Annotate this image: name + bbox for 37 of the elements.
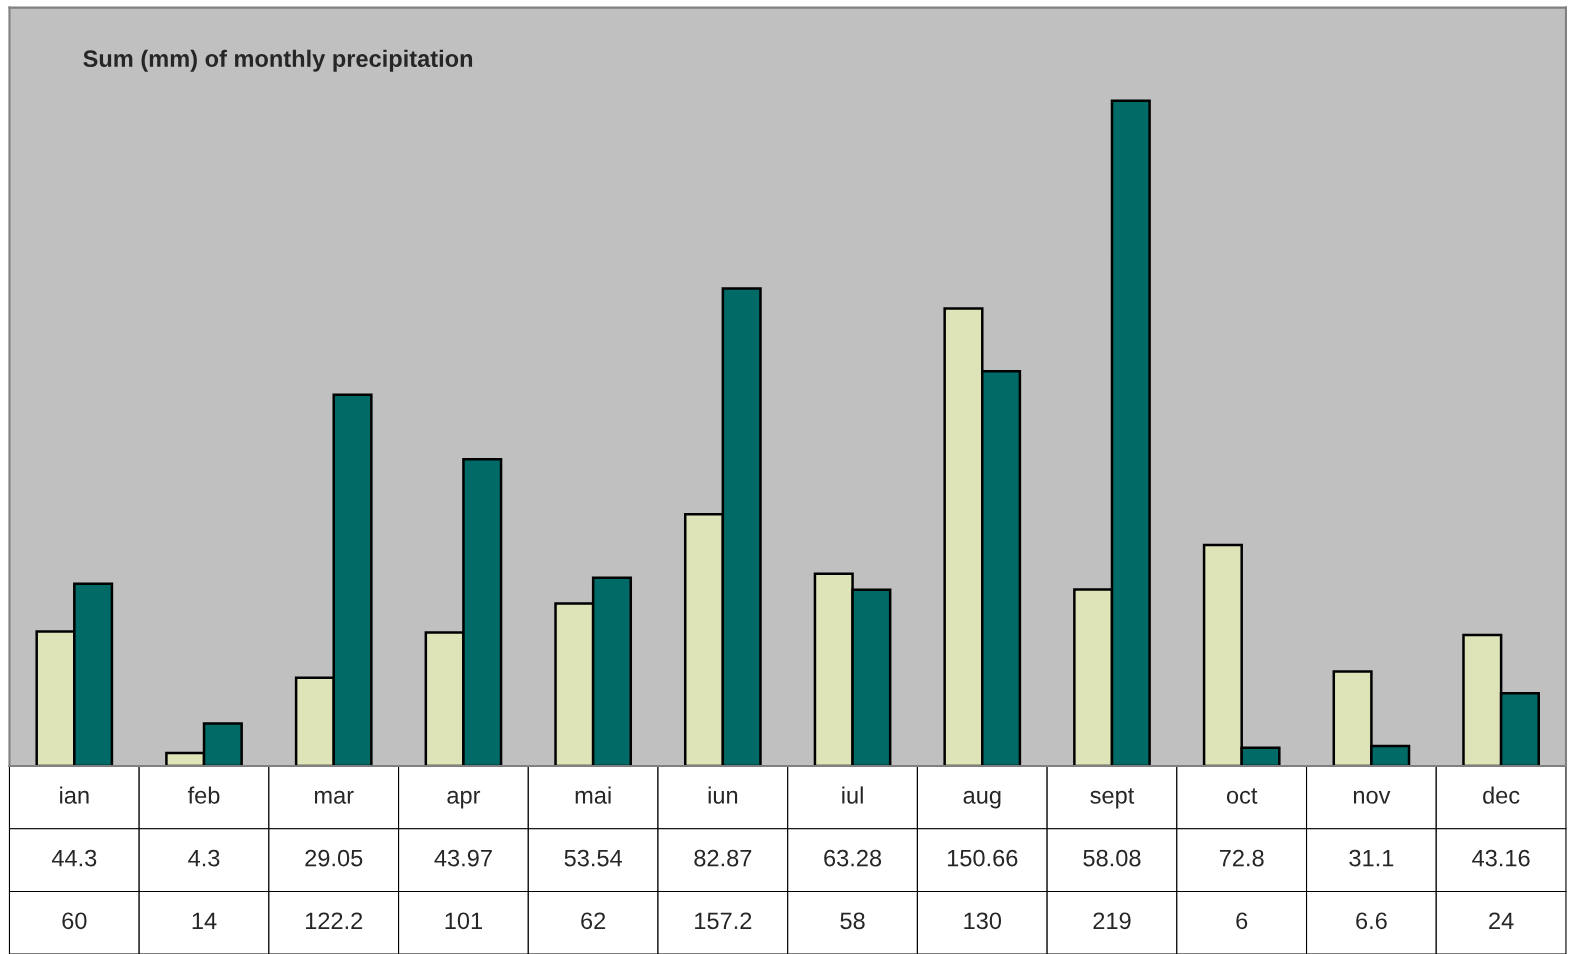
- data-label: 53.54: [564, 849, 622, 867]
- data-label: 6: [1236, 912, 1248, 930]
- data-label: 43.16: [1472, 849, 1530, 867]
- data-label: 63.28: [824, 849, 882, 867]
- data-label: 219: [1093, 912, 1131, 930]
- data-label: 60: [62, 912, 87, 930]
- x-tick-label: mai: [575, 786, 611, 804]
- x-tick-label: nov: [1353, 790, 1391, 804]
- data-label: 58.08: [1083, 849, 1141, 867]
- x-tick-label: dec: [1483, 786, 1520, 804]
- data-label: 157.2: [695, 912, 752, 930]
- data-label: 72.8: [1219, 849, 1264, 867]
- data-label: 31.1: [1349, 849, 1394, 867]
- x-tick-label: iun: [708, 786, 738, 804]
- data-label: 6.6: [1356, 912, 1387, 930]
- data-label: 130: [964, 912, 1002, 930]
- data-label: 122.2: [305, 912, 363, 929]
- data-label: 101: [445, 912, 482, 930]
- data-label: 29.05: [305, 849, 363, 867]
- data-label: 24: [1489, 912, 1514, 929]
- data-label: 14: [192, 912, 217, 929]
- data-label: 4.3: [188, 849, 220, 867]
- x-tick-label: apr: [447, 790, 481, 809]
- data-label: 43.97: [434, 849, 492, 867]
- chart-title: Sum (mm) of monthly precipitation: [83, 49, 473, 72]
- x-tick-label: aug: [963, 790, 1001, 809]
- x-tick-label: sept: [1090, 788, 1135, 809]
- x-tick-label: feb: [187, 786, 220, 804]
- data-label: 44.3: [51, 849, 97, 867]
- x-tick-label: mar: [314, 790, 354, 804]
- data-label: 62: [581, 912, 606, 930]
- x-tick-label: oct: [1226, 788, 1258, 804]
- x-tick-label: iul: [842, 786, 863, 804]
- data-label: 58: [840, 912, 865, 930]
- x-tick-label: ian: [60, 786, 89, 804]
- data-label: 82.87: [694, 849, 752, 867]
- data-label: 150.66: [947, 849, 1018, 867]
